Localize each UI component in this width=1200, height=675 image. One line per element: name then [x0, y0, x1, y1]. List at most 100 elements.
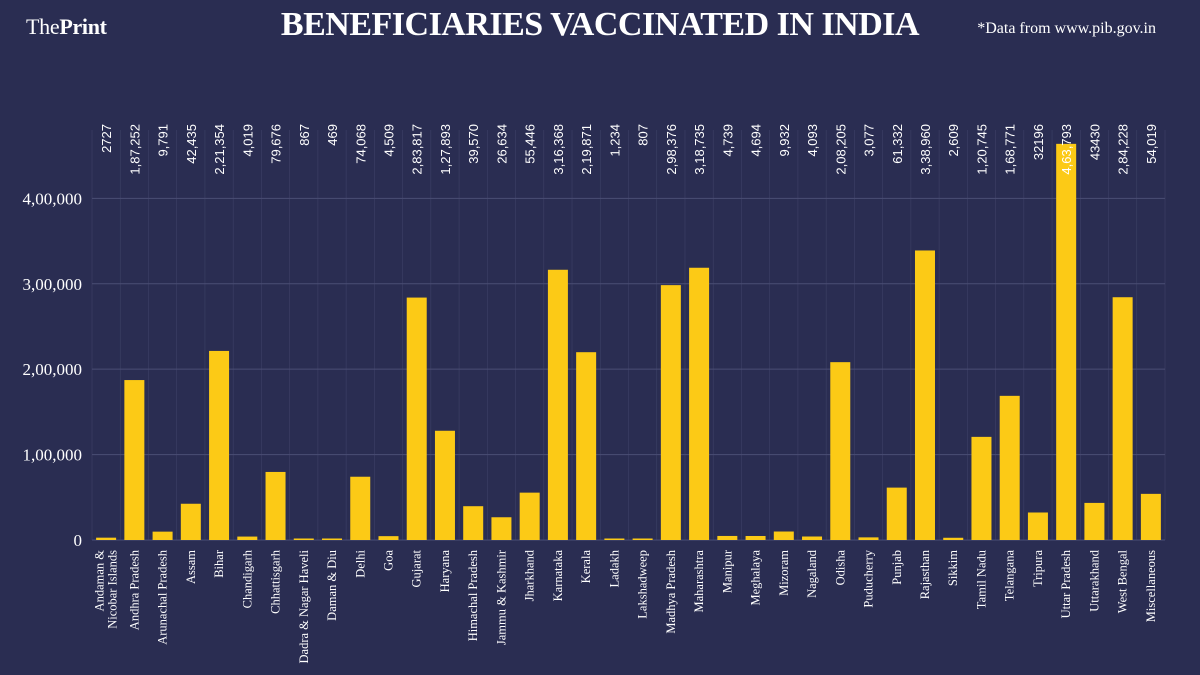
value-label: 4,093 [805, 124, 820, 157]
value-label: 2,19,871 [579, 124, 594, 175]
value-label: 3,38,960 [918, 124, 933, 175]
category-label: Nagaland [805, 549, 819, 598]
bar [491, 517, 512, 540]
value-label: 55,446 [523, 124, 538, 164]
category-label: Assam [184, 550, 198, 584]
category-label: Delhi [353, 549, 367, 577]
category-label: Dadra & Nagar Haveli [297, 549, 311, 663]
value-label: 2,83,817 [410, 124, 425, 175]
category-label: Jharkhand [523, 549, 537, 601]
bar [971, 436, 992, 540]
value-label: 2,98,376 [664, 124, 679, 175]
category-label: Manipur [720, 549, 734, 593]
y-tick-label: 4,00,000 [23, 189, 83, 208]
value-label: 42,435 [184, 124, 199, 164]
category-label: Arunachal Pradesh [156, 549, 170, 645]
category-label: Daman & Diu [325, 549, 339, 621]
logo-bold-text: Print [59, 14, 107, 39]
value-label: 3,18,735 [692, 124, 707, 175]
data-source-note: *Data from www.pib.gov.in [977, 20, 1156, 37]
value-label: 32196 [1031, 124, 1046, 160]
category-label: Bihar [212, 549, 226, 578]
bar [209, 350, 230, 540]
category-label: Chhattisgarh [269, 549, 283, 614]
bar [745, 535, 766, 540]
value-label: 2,609 [946, 124, 961, 157]
bar [999, 395, 1020, 540]
bar [547, 269, 568, 540]
category-label: Miscellaneous [1144, 550, 1158, 622]
category-label: Andaman & [93, 550, 107, 612]
category-label: Sikkim [946, 550, 960, 586]
category-label: Madhya Pradesh [664, 549, 678, 633]
category-label: Tripura [1031, 550, 1045, 587]
category-label: Punjab [890, 550, 904, 585]
bar [293, 538, 314, 540]
category-label: Rajasthan [918, 549, 932, 599]
category-label: Mizoram [777, 550, 791, 596]
category-label: Telangana [1003, 550, 1017, 602]
logo-light-text: The [26, 14, 60, 39]
bar [1084, 502, 1105, 540]
chart-title: BENEFICIARIES VACCINATED IN INDIA [280, 6, 920, 43]
value-label: 1,234 [607, 124, 622, 157]
category-label: Ladakh [607, 549, 621, 587]
value-label: 3,077 [862, 124, 877, 157]
bar [632, 538, 653, 540]
bar [434, 430, 455, 540]
value-label: 43430 [1087, 124, 1102, 160]
bar [322, 538, 343, 540]
bar [1112, 297, 1133, 540]
bar [717, 535, 738, 540]
category-label: Chandigarh [240, 549, 254, 608]
value-label: 4,694 [749, 124, 764, 157]
bar [802, 536, 823, 540]
bar [152, 531, 173, 540]
bar [914, 250, 935, 540]
bar [1027, 512, 1048, 540]
category-label: Lakshadweep [636, 550, 650, 619]
value-label: 79,676 [269, 124, 284, 164]
category-label: Odisha [833, 550, 847, 586]
category-label: Meghalaya [749, 550, 763, 606]
value-label: 2,08,205 [833, 124, 848, 175]
category-label: Uttar Pradesh [1059, 549, 1073, 618]
value-label: 1,68,771 [1003, 124, 1018, 175]
value-label: 1,20,745 [974, 124, 989, 175]
category-label: Jammu & Kashmir [494, 549, 508, 645]
bar [943, 537, 964, 540]
bar [858, 537, 879, 540]
bar [1056, 143, 1077, 540]
bar [689, 267, 710, 540]
bar [886, 487, 907, 540]
bar [124, 380, 145, 540]
category-label: Gujarat [410, 549, 424, 587]
value-label: 2727 [99, 124, 114, 153]
bar [237, 536, 258, 540]
value-label: 74,068 [353, 124, 368, 164]
bar [604, 538, 625, 540]
category-label: Puducherry [862, 549, 876, 607]
y-tick-label: 0 [74, 531, 83, 550]
value-label: 1,87,252 [127, 124, 142, 175]
bar [378, 536, 399, 540]
bar [265, 471, 286, 540]
category-label: Maharashtra [692, 550, 706, 613]
category-label: Haryana [438, 550, 452, 593]
value-label: 26,634 [494, 124, 509, 164]
value-label: 4,509 [381, 124, 396, 157]
category-label: Kerala [579, 550, 593, 584]
category-label: West Bengal [1116, 549, 1130, 613]
value-label: 2,84,228 [1116, 124, 1131, 175]
category-label: Andhra Pradesh [127, 549, 141, 630]
bar [406, 297, 427, 540]
value-label: 3,16,368 [551, 124, 566, 175]
bar [519, 492, 540, 540]
value-label: 807 [636, 124, 651, 146]
category-label: Karnataka [551, 550, 565, 602]
category-label: Himachal Pradesh [466, 549, 480, 641]
bar [830, 362, 851, 540]
value-label: 4,63,793 [1059, 124, 1074, 175]
value-label: 4,019 [240, 124, 255, 157]
brand-logo: ThePrint [26, 14, 107, 40]
